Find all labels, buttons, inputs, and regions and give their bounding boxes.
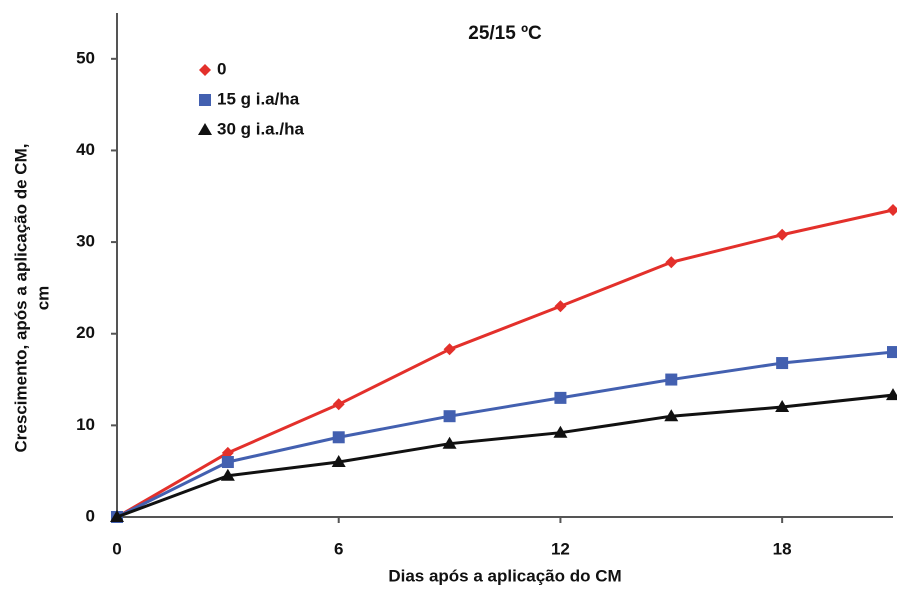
- marker: [776, 228, 789, 241]
- y-tick-label: 10: [76, 415, 95, 434]
- marker: [775, 400, 790, 413]
- marker: [221, 456, 234, 469]
- series-line: [116, 393, 894, 519]
- marker: [331, 455, 346, 468]
- legend-marker: [199, 64, 211, 76]
- marker: [221, 446, 234, 459]
- marker: [665, 373, 678, 386]
- marker: [665, 256, 678, 269]
- y-tick-label: 30: [76, 232, 95, 251]
- x-tick-label: 12: [551, 539, 570, 558]
- marker: [664, 409, 679, 422]
- marker: [776, 357, 789, 370]
- legend-label: 15 g i.a/ha: [217, 89, 300, 108]
- y-tick-label: 40: [76, 140, 95, 159]
- marker: [442, 436, 457, 449]
- series-line: [116, 208, 894, 519]
- x-tick-label: 18: [773, 539, 792, 558]
- marker: [110, 510, 124, 522]
- x-tick-label: 0: [112, 539, 121, 558]
- y-axis-label: cm: [33, 286, 52, 311]
- legend-marker: [198, 123, 212, 135]
- series-line: [116, 350, 894, 519]
- y-axis-label: Crescimento, após a aplicação de CM,: [11, 144, 30, 453]
- marker: [887, 204, 897, 217]
- y-tick-label: 50: [76, 48, 95, 67]
- marker: [443, 410, 456, 423]
- marker: [332, 431, 345, 444]
- legend-label: 0: [217, 59, 226, 78]
- marker: [553, 425, 568, 438]
- y-tick-label: 0: [86, 506, 95, 525]
- marker: [554, 300, 567, 313]
- marker: [887, 346, 897, 359]
- marker: [220, 468, 235, 481]
- x-tick-label: 6: [334, 539, 343, 558]
- marker: [332, 398, 345, 411]
- x-axis-label: Dias após a aplicação do CM: [388, 566, 621, 585]
- chart-title: 25/15 ºC: [468, 23, 542, 44]
- y-tick-label: 20: [76, 323, 95, 342]
- legend-label: 30 g i.a./ha: [217, 119, 304, 138]
- legend-marker: [199, 94, 211, 106]
- marker: [886, 388, 897, 401]
- marker: [443, 343, 456, 356]
- marker: [554, 391, 567, 404]
